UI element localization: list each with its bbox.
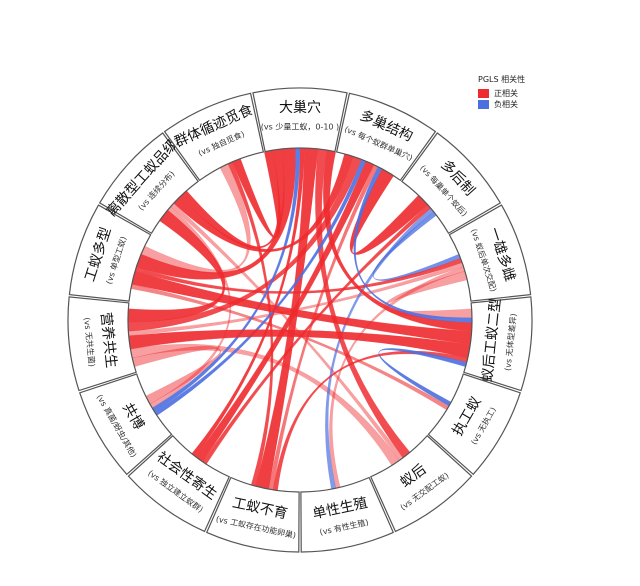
- segment-cell: [369, 434, 473, 533]
- segment-cell: [127, 434, 231, 533]
- segment-cell: [67, 296, 137, 392]
- segment: 执工蚁(vs 无执工): [427, 373, 522, 476]
- segment-cell: [463, 296, 533, 392]
- positive-swatch: [478, 89, 489, 98]
- segment: 工蚁不育(vs 工蚁存在功能卵巢): [205, 476, 300, 553]
- segment: 群体循迹觅食(vs 独自觅食): [163, 92, 265, 182]
- segment: 多巢结构(vs 每个蚁群单巢穴): [335, 92, 437, 182]
- ribbon-layer: [127, 147, 473, 491]
- segment-ring: 大巢穴(vs 少量工蚁，0-10 ) 多巢结构(vs 每个蚁群单巢穴)多后制(vs…: [67, 87, 533, 553]
- legend-positive-label: 正相关: [494, 89, 518, 98]
- segment-cell: [98, 132, 200, 235]
- segment-cell: [78, 373, 173, 476]
- negative-swatch: [478, 100, 489, 109]
- legend-positive: 正相关: [478, 88, 525, 99]
- segment: 单性生殖(vs 有性生殖): [300, 476, 395, 553]
- segment-cell: [300, 476, 395, 553]
- segment-cell: [252, 87, 348, 153]
- legend-negative: 负相关: [478, 99, 525, 110]
- segment: 大巢穴 (vs 少量工蚁，0-10 ): [252, 87, 348, 153]
- legend: PGLS 相关性 正相关 负相关: [478, 74, 525, 110]
- segment: 蚁后工蚁二型 (vs 无体型差异): [463, 296, 533, 392]
- segment-cell: [448, 204, 532, 302]
- segment-cell: [163, 92, 265, 182]
- segment: 工蚁多型(vs 单型工蚁): [68, 204, 152, 302]
- segment-cell: [205, 476, 300, 553]
- segment-subtitle: (vs 少量工蚁，0-10 ): [261, 122, 339, 132]
- segment-title: 营养共生: [97, 311, 119, 368]
- segment-title: 大巢穴: [279, 100, 321, 116]
- segment-cell: [335, 92, 437, 182]
- segment: 营养共生(vs 无共生菌): [67, 296, 137, 392]
- segment-cell: [427, 373, 522, 476]
- legend-title: PGLS 相关性: [478, 75, 526, 84]
- segment-cell: [68, 204, 152, 302]
- segment-cell: [400, 132, 502, 235]
- segment: 一雄多雌(vs 蚁后单次交配): [448, 204, 532, 302]
- segment: 社会性寄生(vs 独立建立蚁群): [127, 434, 231, 533]
- legend-negative-label: 负相关: [494, 100, 518, 109]
